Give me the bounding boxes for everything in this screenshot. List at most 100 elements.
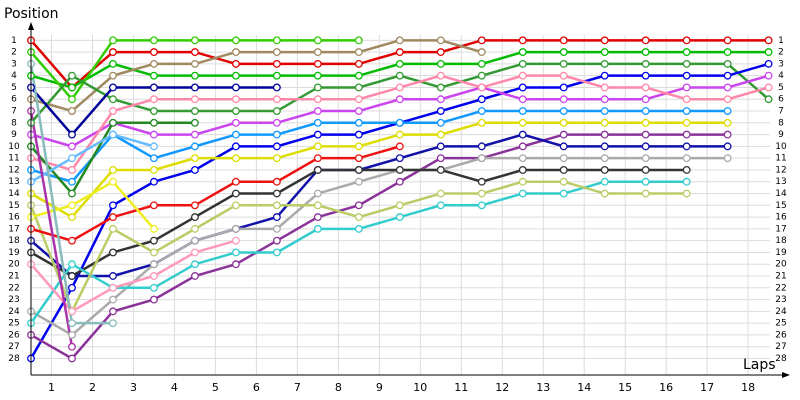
point-marker bbox=[600, 130, 609, 139]
point-marker bbox=[436, 36, 445, 45]
y-tick-label-right: 1 bbox=[778, 36, 784, 46]
point-marker bbox=[68, 107, 76, 115]
point-marker bbox=[190, 224, 199, 233]
point-marker bbox=[313, 107, 322, 115]
point-marker bbox=[477, 177, 486, 186]
y-tick-label: 10 bbox=[8, 142, 20, 152]
point-marker bbox=[313, 83, 322, 92]
y-tick-label-right: 3 bbox=[778, 59, 784, 69]
point-marker bbox=[149, 71, 158, 80]
point-marker bbox=[149, 165, 158, 174]
point-marker bbox=[559, 107, 568, 115]
point-marker bbox=[231, 177, 240, 186]
point-marker bbox=[354, 118, 363, 127]
point-marker bbox=[518, 154, 527, 163]
point-marker bbox=[313, 189, 322, 198]
point-marker bbox=[272, 48, 281, 57]
point-marker bbox=[395, 165, 404, 174]
point-marker bbox=[272, 95, 281, 104]
point-marker bbox=[190, 213, 199, 222]
point-marker bbox=[764, 48, 773, 57]
point-marker bbox=[395, 36, 404, 45]
point-marker bbox=[313, 201, 322, 210]
point-marker bbox=[477, 48, 486, 57]
point-marker bbox=[190, 236, 199, 245]
point-marker bbox=[559, 130, 568, 139]
point-marker bbox=[600, 83, 609, 92]
point-marker bbox=[682, 71, 691, 80]
point-marker bbox=[518, 189, 527, 198]
series-line bbox=[30, 145, 401, 243]
point-marker bbox=[518, 83, 527, 92]
point-marker bbox=[477, 189, 486, 198]
point-marker bbox=[68, 272, 76, 280]
y-tick-label-right: 5 bbox=[778, 83, 784, 93]
point-marker bbox=[559, 154, 568, 163]
point-marker bbox=[354, 177, 363, 186]
point-marker bbox=[395, 118, 404, 127]
point-marker bbox=[272, 189, 281, 198]
point-marker bbox=[764, 95, 773, 104]
point-marker bbox=[600, 118, 609, 127]
y-tick-label-right: 22 bbox=[775, 283, 786, 293]
y-tick-label: 2 bbox=[11, 48, 17, 58]
point-marker bbox=[231, 189, 240, 198]
point-marker bbox=[149, 272, 158, 280]
y-tick-label-right: 28 bbox=[775, 354, 787, 364]
point-marker bbox=[477, 107, 486, 115]
point-marker bbox=[559, 165, 568, 174]
point-marker bbox=[272, 236, 281, 245]
point-marker bbox=[559, 142, 568, 151]
point-marker bbox=[68, 83, 76, 92]
point-marker bbox=[149, 283, 158, 292]
point-marker bbox=[477, 71, 486, 80]
point-marker bbox=[723, 36, 732, 45]
plot bbox=[27, 36, 773, 363]
y-tick-label-right: 9 bbox=[778, 130, 784, 140]
x-tick-label: 13 bbox=[536, 381, 550, 394]
point-marker bbox=[231, 154, 240, 163]
point-marker bbox=[600, 95, 609, 104]
point-marker bbox=[313, 213, 322, 222]
point-marker bbox=[518, 48, 527, 57]
point-marker bbox=[272, 224, 281, 233]
point-marker bbox=[313, 130, 322, 139]
point-marker bbox=[600, 177, 609, 186]
point-marker bbox=[477, 154, 486, 163]
point-marker bbox=[190, 260, 199, 269]
point-marker bbox=[723, 95, 732, 104]
point-marker bbox=[109, 36, 117, 45]
y-tick-label: 8 bbox=[11, 118, 17, 128]
point-marker bbox=[395, 130, 404, 139]
y-tick-label-right: 15 bbox=[775, 201, 786, 211]
point-marker bbox=[109, 295, 117, 304]
y-tick-label-right: 23 bbox=[775, 295, 786, 305]
point-marker bbox=[354, 95, 363, 104]
point-marker bbox=[641, 189, 650, 198]
y-tick-label: 14 bbox=[8, 189, 20, 199]
point-marker bbox=[559, 83, 568, 92]
point-marker bbox=[149, 224, 158, 233]
point-marker bbox=[395, 213, 404, 222]
point-marker bbox=[272, 118, 281, 127]
point-marker bbox=[682, 36, 691, 45]
point-marker bbox=[641, 71, 650, 80]
point-marker bbox=[477, 36, 486, 45]
y-tick-label: 1 bbox=[11, 36, 17, 46]
point-marker bbox=[518, 95, 527, 104]
point-marker bbox=[600, 107, 609, 115]
point-marker bbox=[231, 118, 240, 127]
point-marker bbox=[109, 95, 117, 104]
point-marker bbox=[764, 71, 773, 80]
x-tick-label: 4 bbox=[171, 381, 178, 394]
x-tick-label: 17 bbox=[700, 381, 714, 394]
y-tick-label-right: 4 bbox=[778, 71, 784, 81]
point-marker bbox=[682, 130, 691, 139]
y-tick-label: 19 bbox=[8, 248, 20, 258]
point-marker bbox=[68, 213, 76, 222]
point-marker bbox=[272, 154, 281, 163]
point-marker bbox=[764, 59, 773, 68]
y-tick-label-right: 21 bbox=[775, 272, 786, 282]
point-marker bbox=[641, 165, 650, 174]
point-marker bbox=[272, 71, 281, 80]
